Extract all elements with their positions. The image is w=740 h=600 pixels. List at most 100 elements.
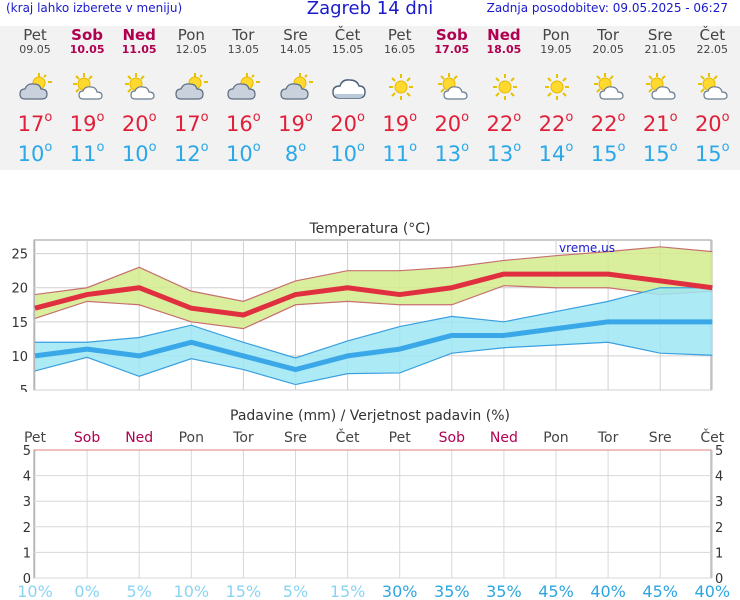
y-tick-label-right: 1 <box>715 546 723 561</box>
cloud-icon <box>331 72 366 102</box>
y-tick-label: 2 <box>23 521 31 536</box>
day-name: Pon <box>542 26 570 44</box>
day-date: 14.05 <box>279 43 312 56</box>
max-temperature: 20o <box>694 110 730 136</box>
day-date: 16.05 <box>383 43 416 56</box>
x-tick-label: Pet <box>24 430 47 446</box>
sun-icon <box>540 72 574 102</box>
forecast-day: Sob 17.05 20o 13o <box>426 26 478 166</box>
max-temperature-line <box>34 271 713 318</box>
plot-area <box>33 449 712 579</box>
y-tick-label: 1 <box>23 546 31 561</box>
day-date: 11.05 <box>121 43 157 56</box>
min-temperature: 11o <box>69 140 105 166</box>
precipitation-probability: 45% <box>538 582 574 600</box>
y-tick-label: 15 <box>11 316 28 331</box>
x-tick-label: Sre <box>649 430 672 446</box>
max-temperature: 22o <box>590 110 626 136</box>
daily-forecast-strip: Pet 09.05 17o 10o Sob 10.05 19o 11o Ned 11.05 2… <box>0 26 740 170</box>
min-temperature: 15o <box>590 140 626 166</box>
day-name: Sre <box>647 26 673 44</box>
max-temperature: 17o <box>17 110 53 136</box>
day-name: Ned <box>122 26 156 44</box>
chart-title: Temperatura (°C) <box>308 221 430 237</box>
x-tick-label: Pet <box>389 430 412 446</box>
x-tick-label: Ned <box>490 430 518 446</box>
precipitation-probability: 35% <box>434 582 470 600</box>
precipitation-probability: 15% <box>330 582 366 600</box>
max-temperature: 19o <box>278 110 313 136</box>
y-tick-label-right: 5 <box>715 444 723 459</box>
max-temperature: 19o <box>382 110 418 136</box>
day-name: Pet <box>23 26 47 44</box>
sun-icon <box>488 72 522 102</box>
precipitation-probability: 45% <box>642 582 678 600</box>
x-tick-label: Čet <box>336 428 360 446</box>
x-tick-label: Sob <box>439 430 465 446</box>
y-tick-label: 3 <box>23 495 31 510</box>
y-tick-label-right: 2 <box>715 521 723 536</box>
sun-cloud-icon <box>644 72 678 102</box>
chart-title: Padavine (mm) / Verjetnost padavin (%) <box>230 408 510 424</box>
forecast-day: Sre 21.05 21o 15o <box>634 26 686 166</box>
forecast-day: Tor 13.05 16o 10o <box>217 26 269 166</box>
partly-cloudy-icon <box>279 72 314 102</box>
forecast-day: Pet 16.05 19o 11o <box>374 26 426 166</box>
day-name: Ned <box>487 26 521 44</box>
forecast-day: Pon 19.05 22o 14o <box>530 26 582 166</box>
max-temperature: 22o <box>538 110 574 136</box>
partly-cloudy-icon <box>19 72 53 102</box>
day-date: 15.05 <box>331 43 364 56</box>
day-date: 17.05 <box>434 43 470 56</box>
max-temperature: 16o <box>226 110 261 136</box>
day-date: 22.05 <box>696 43 729 56</box>
day-date: 10.05 <box>69 43 105 56</box>
precipitation-probability: 10% <box>174 582 210 600</box>
day-date: 21.05 <box>644 43 676 56</box>
sun-icon <box>384 72 418 102</box>
sun-cloud-icon <box>123 72 157 102</box>
x-tick-label: Pon <box>179 430 204 446</box>
forecast-day: Sre 14.05 19o 8o <box>270 26 322 166</box>
sun-cloud-icon <box>436 72 470 102</box>
max-temperature: 20o <box>434 110 470 136</box>
x-tick-label: Ned <box>125 430 153 446</box>
day-name: Čet <box>334 26 361 44</box>
max-temperature: 21o <box>642 110 678 136</box>
x-tick-label: Tor <box>597 430 619 446</box>
watermark: vreme.us <box>559 241 615 255</box>
day-name: Sob <box>71 26 104 44</box>
min-temperature: 8o <box>284 140 307 166</box>
min-temperature-range-lower <box>34 341 713 386</box>
min-temperature: 10o <box>121 140 157 166</box>
min-temperature-line <box>34 319 713 373</box>
min-temperature: 15o <box>642 140 678 166</box>
y-tick-label: 25 <box>11 248 28 263</box>
y-tick-label: 5 <box>23 444 31 459</box>
day-name: Tor <box>597 26 620 44</box>
day-date: 09.05 <box>19 43 51 56</box>
day-name: Pon <box>177 26 205 44</box>
day-date: 18.05 <box>486 43 522 56</box>
min-temperature: 12o <box>173 140 209 166</box>
location-menu-hint[interactable]: (kraj lahko izberete v meniju) <box>6 1 183 15</box>
top-bar: (kraj lahko izberete v meniju) Zagreb 14… <box>0 0 740 20</box>
y-tick-label: 5 <box>20 384 28 392</box>
sun-cloud-icon <box>592 72 626 102</box>
x-tick-label: Tor <box>232 430 254 446</box>
min-temperature-range <box>35 287 713 385</box>
last-update-text: Zadnja posodobitev: 09.05.2025 - 06:27 <box>486 1 728 15</box>
min-temperature-range-upper <box>35 287 713 359</box>
max-temperature: 19o <box>69 110 105 136</box>
day-name: Sob <box>435 26 468 44</box>
day-name: Tor <box>232 26 255 44</box>
precipitation-probability: 10% <box>17 582 53 600</box>
precipitation-probability: 5% <box>127 582 152 600</box>
day-name: Pet <box>387 26 412 44</box>
day-name: Čet <box>699 26 726 44</box>
y-tick-label: 20 <box>11 282 28 297</box>
min-temperature: 11o <box>382 140 418 166</box>
min-temperature: 10o <box>17 140 53 166</box>
day-date: 12.05 <box>175 43 208 56</box>
x-tick-label: Čet <box>700 428 724 446</box>
